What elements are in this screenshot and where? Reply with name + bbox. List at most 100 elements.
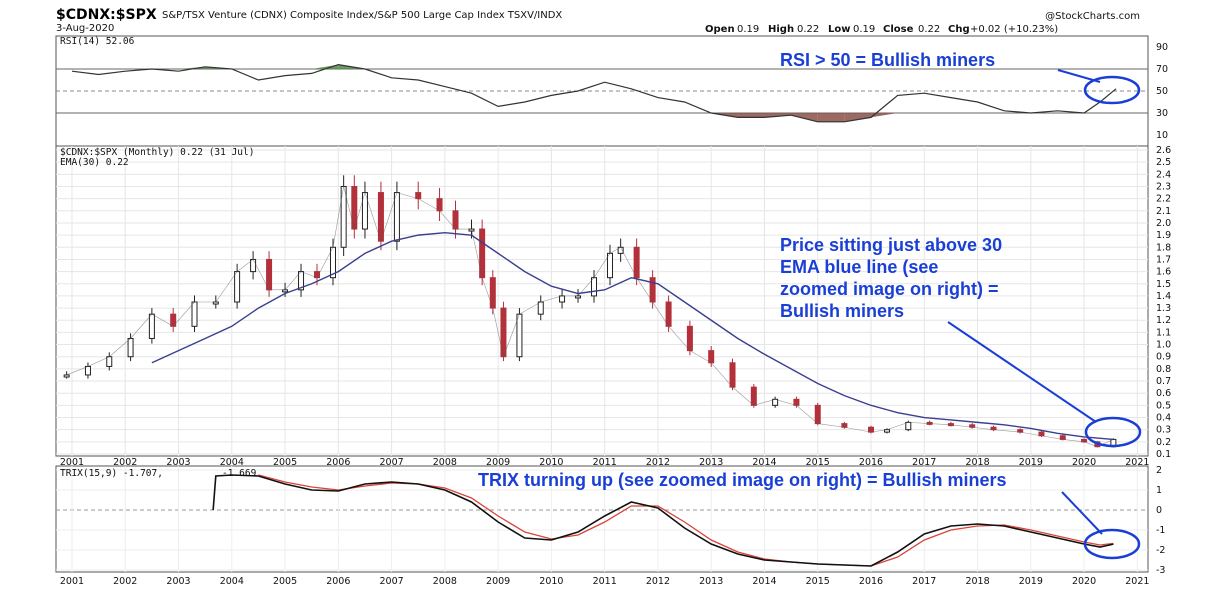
- candle-body: [868, 426, 875, 433]
- trix-x-tick-label: 2021: [1125, 576, 1149, 587]
- candle-body: [793, 398, 800, 406]
- price-y-tick-label: 1.2: [1156, 315, 1171, 326]
- price-x-tick-label: 2006: [326, 457, 350, 468]
- trix-x-tick-label: 2001: [60, 576, 84, 587]
- price-x-tick-label: 2021: [1125, 457, 1149, 468]
- price-annotation-line2: EMA blue line (see: [780, 257, 938, 277]
- price-x-tick-label: 2004: [220, 457, 244, 468]
- chg-label: Chg: [948, 24, 970, 35]
- chart-description: S&P/TSX Venture (CDNX) Composite Index/S…: [162, 10, 562, 21]
- price-x-tick-label: 2012: [646, 457, 670, 468]
- candle-body: [250, 258, 257, 273]
- price-y-tick-label: 1.3: [1156, 303, 1171, 314]
- price-x-tick-label: 2020: [1072, 457, 1096, 468]
- price-x-tick-label: 2015: [806, 457, 830, 468]
- price-x-tick-label: 2018: [965, 457, 989, 468]
- trix-signal-legend: -1.669: [222, 468, 257, 479]
- trix-y-tick-label: -1: [1156, 525, 1165, 536]
- trix-x-tick-label: 2020: [1072, 576, 1096, 587]
- price-y-tick-label: 0.5: [1156, 400, 1171, 411]
- price-annotation-line3: zoomed image on right) =: [780, 279, 999, 299]
- rsi-oversold-fill: [844, 113, 872, 122]
- price-y-tick-label: 0.2: [1156, 437, 1171, 448]
- candle-body: [127, 337, 134, 358]
- high-label: High: [768, 24, 794, 35]
- price-y-tick-label: 1.7: [1156, 254, 1171, 265]
- price-y-tick-label: 1.1: [1156, 327, 1171, 338]
- trix-annotation: TRIX turning up (see zoomed image on rig…: [478, 470, 1007, 490]
- price-y-tick-label: 1.5: [1156, 279, 1171, 290]
- trix-x-tick-label: 2007: [379, 576, 403, 587]
- price-x-tick-label: 2017: [912, 457, 936, 468]
- close-label: Close: [883, 24, 914, 35]
- price-x-tick-label: 2013: [699, 457, 723, 468]
- price-y-tick-label: 1.9: [1156, 230, 1171, 241]
- trix-annotation-pointer: [1061, 491, 1103, 535]
- price-y-tick-label: 0.6: [1156, 388, 1171, 399]
- rsi-chart: [56, 63, 1148, 123]
- ema30-line: [151, 231, 1114, 441]
- candle-body: [606, 252, 613, 279]
- price-x-tick-label: 2016: [859, 457, 883, 468]
- trix-y-tick-label: -2: [1156, 545, 1165, 556]
- price-y-tick-label: 0.3: [1156, 425, 1171, 436]
- price-x-tick-label: 2014: [752, 457, 776, 468]
- price-annotation-pointer: [947, 321, 1097, 423]
- price-y-tick-label: 2.0: [1156, 218, 1171, 229]
- open-value: 0.19: [737, 24, 759, 35]
- candle-body: [772, 398, 779, 406]
- candle-body: [708, 350, 715, 364]
- candle-body: [559, 295, 566, 303]
- price-series-line: [66, 186, 1114, 448]
- price-x-tick-label: 2009: [486, 457, 510, 468]
- price-y-tick-label: 2.1: [1156, 206, 1171, 217]
- candle-body: [106, 356, 113, 367]
- chart-date: 3-Aug-2020: [56, 23, 114, 34]
- candle-body: [750, 386, 757, 406]
- candle-body: [814, 404, 821, 425]
- trix-x-tick-label: 2005: [273, 576, 297, 587]
- low-value: 0.19: [853, 24, 875, 35]
- trix-line: [212, 474, 1114, 567]
- trix-chart: [56, 466, 1148, 572]
- candle-body: [686, 325, 693, 352]
- price-panel-frame: [55, 145, 1149, 457]
- ema-legend: EMA(30) 0.22: [60, 157, 129, 168]
- trix-y-tick-label: 0: [1156, 505, 1162, 516]
- price-x-tick-label: 2011: [593, 457, 617, 468]
- price-annotation-line1: Price sitting just above 30: [780, 235, 1002, 255]
- candle-body: [436, 198, 443, 212]
- rsi-oversold-fill: [737, 113, 765, 118]
- price-x-tick-label: 2005: [273, 457, 297, 468]
- candle-body: [452, 210, 459, 230]
- candle-body: [377, 192, 384, 242]
- axes: 90705030102.62.52.42.32.22.12.01.91.81.7…: [60, 42, 1171, 587]
- price-annotation-line4: Bullish miners: [780, 301, 904, 321]
- trix-x-tick-label: 2018: [965, 576, 989, 587]
- rsi-overbought-fill: [311, 64, 339, 69]
- candle-body: [905, 421, 912, 431]
- candle-body: [234, 271, 241, 303]
- price-y-tick-label: 0.4: [1156, 413, 1171, 424]
- rsi-y-tick-label: 90: [1156, 42, 1168, 53]
- price-highlight-circle: [1084, 416, 1142, 448]
- price-x-tick-label: 2019: [1019, 457, 1043, 468]
- trix-x-tick-label: 2014: [752, 576, 776, 587]
- low-label: Low: [828, 24, 850, 35]
- rsi-oversold-fill: [817, 113, 845, 122]
- rsi-y-tick-label: 70: [1156, 64, 1168, 75]
- rsi-oversold-fill: [871, 113, 898, 118]
- price-y-tick-label: 2.3: [1156, 181, 1171, 192]
- candle-body: [729, 362, 736, 388]
- trix-x-tick-label: 2012: [646, 576, 670, 587]
- open-label: Open: [705, 24, 735, 35]
- trix-y-tick-label: 1: [1156, 485, 1162, 496]
- candle-body: [633, 246, 640, 279]
- trix-x-tick-label: 2003: [166, 576, 190, 587]
- candle-body: [649, 277, 656, 303]
- trix-x-tick-label: 2019: [1019, 576, 1043, 587]
- rsi-line: [71, 63, 1117, 123]
- candle-body: [415, 192, 422, 200]
- candle-body: [148, 313, 155, 339]
